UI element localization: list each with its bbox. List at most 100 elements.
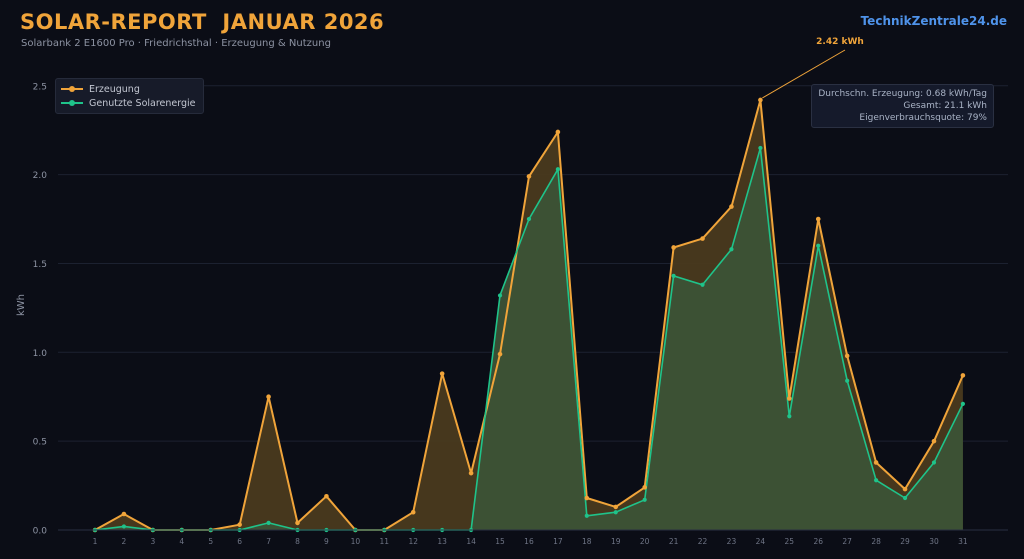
point-erzeugung xyxy=(815,216,821,222)
stat-total: Gesamt: 21.1 kWh xyxy=(903,101,987,111)
point-erzeugung xyxy=(960,373,966,378)
x-tick-label: 27 xyxy=(842,537,852,546)
point-erzeugung xyxy=(729,204,734,209)
stats-box: Durchschn. Erzeugung: 0.68 kWh/Tag Gesam… xyxy=(811,84,994,128)
point-erzeugung xyxy=(237,522,242,527)
point-genutzt xyxy=(758,145,763,151)
point-genutzt xyxy=(555,167,560,172)
area-genutzt xyxy=(95,148,963,530)
area-fills xyxy=(95,100,963,530)
site-link[interactable]: TechnikZentrale24.de xyxy=(860,14,1007,28)
x-tick-label: 2 xyxy=(122,537,127,546)
point-genutzt xyxy=(700,282,705,287)
point-erzeugung xyxy=(758,97,763,103)
axes: 0.00.51.01.52.02.51 2 3 4 5 6 7 8 9 10 11 12 13 14 15 1… xyxy=(33,82,1008,546)
point-genutzt xyxy=(729,247,734,252)
point-erzeugung xyxy=(844,353,850,359)
x-tick-label: 7 xyxy=(266,537,271,546)
point-erzeugung xyxy=(555,129,561,135)
point-erzeugung xyxy=(266,394,271,400)
y-tick-label: 1.0 xyxy=(33,349,48,359)
x-tick-label: 22 xyxy=(698,537,708,546)
point-genutzt xyxy=(526,216,532,222)
x-tick-label: 8 xyxy=(295,537,300,546)
point-erzeugung xyxy=(642,485,647,490)
peak-annotation: 2.42 kWh xyxy=(762,37,864,99)
legend-label-genutzt: Genutzte Solarenergie xyxy=(89,97,196,109)
point-genutzt xyxy=(787,414,792,419)
x-tick-label: 18 xyxy=(582,537,592,546)
point-erzeugung xyxy=(497,351,503,357)
point-genutzt xyxy=(816,243,821,248)
y-tick-label: 1.5 xyxy=(33,260,47,270)
x-tick-label: 15 xyxy=(495,537,505,546)
x-tick-label: 29 xyxy=(900,537,910,546)
x-tick-label: 25 xyxy=(785,537,795,546)
legend-label-erzeugung: Erzeugung xyxy=(89,83,140,95)
y-tick-label: 2.5 xyxy=(33,82,47,92)
report-title: SOLAR-REPORT JANUAR 2026 xyxy=(20,10,385,34)
x-tick-label: 31 xyxy=(958,537,968,546)
x-tick-label: 9 xyxy=(324,537,329,546)
x-tick-label: 3 xyxy=(150,537,155,546)
x-tick-label: 4 xyxy=(179,537,184,546)
annotation-label: 2.42 kWh xyxy=(816,37,864,47)
point-erzeugung xyxy=(410,509,416,515)
legend-swatch-erzeugung xyxy=(61,84,83,94)
point-erzeugung xyxy=(324,493,329,499)
legend-item-erzeugung[interactable]: Erzeugung xyxy=(61,82,196,96)
y-tick-label: 2.0 xyxy=(33,171,48,181)
point-erzeugung xyxy=(931,438,937,444)
legend-swatch-genutzt xyxy=(61,98,83,108)
point-genutzt xyxy=(266,520,271,525)
x-tick-label: 20 xyxy=(640,537,650,546)
legend-item-genutzt[interactable]: Genutzte Solarenergie xyxy=(61,96,196,110)
stat-self-consumption: Eigenverbrauchsquote: 79% xyxy=(859,113,987,123)
point-erzeugung xyxy=(439,371,445,376)
x-tick-label: 5 xyxy=(208,537,213,546)
point-genutzt xyxy=(960,401,966,406)
stat-average: Durchschn. Erzeugung: 0.68 kWh/Tag xyxy=(818,89,987,99)
annotation-pointer xyxy=(762,49,846,99)
point-genutzt xyxy=(613,510,618,515)
point-genutzt xyxy=(121,524,127,529)
report-subtitle: Solarbank 2 E1600 Pro · Friedrichsthal ·… xyxy=(21,38,331,49)
x-tick-label: 24 xyxy=(756,537,766,546)
y-axis-label: kWh xyxy=(16,294,27,316)
point-erzeugung xyxy=(613,504,619,510)
point-genutzt xyxy=(642,497,647,502)
x-tick-label: 1 xyxy=(93,537,98,546)
x-tick-label: 12 xyxy=(408,537,418,546)
x-tick-label: 17 xyxy=(553,537,563,546)
x-tick-label: 11 xyxy=(380,537,390,546)
point-genutzt xyxy=(902,495,908,501)
x-tick-label: 26 xyxy=(813,537,823,546)
y-tick-label: 0.5 xyxy=(33,438,47,448)
x-tick-label: 23 xyxy=(727,537,737,546)
point-erzeugung xyxy=(121,511,127,517)
point-erzeugung xyxy=(787,396,792,401)
point-genutzt xyxy=(671,273,676,278)
point-genutzt xyxy=(845,378,850,383)
x-tick-label: 16 xyxy=(524,537,534,546)
point-erzeugung xyxy=(584,495,590,501)
x-tick-label: 30 xyxy=(929,537,939,546)
point-erzeugung xyxy=(468,470,474,476)
point-erzeugung xyxy=(295,520,300,526)
point-erzeugung xyxy=(526,174,532,179)
point-genutzt xyxy=(931,460,937,465)
point-erzeugung xyxy=(671,245,676,250)
point-erzeugung xyxy=(873,460,879,465)
x-tick-label: 10 xyxy=(351,537,361,546)
x-tick-label: 21 xyxy=(669,537,679,546)
point-genutzt xyxy=(874,478,879,483)
point-erzeugung xyxy=(700,236,705,241)
legend: Erzeugung Genutzte Solarenergie xyxy=(55,78,204,114)
y-tick-label: 0.0 xyxy=(33,527,48,537)
point-genutzt xyxy=(584,513,589,518)
x-tick-label: 13 xyxy=(437,537,447,546)
point-genutzt xyxy=(497,293,503,298)
x-tick-label: 28 xyxy=(871,537,881,546)
x-tick-label: 19 xyxy=(611,537,621,546)
